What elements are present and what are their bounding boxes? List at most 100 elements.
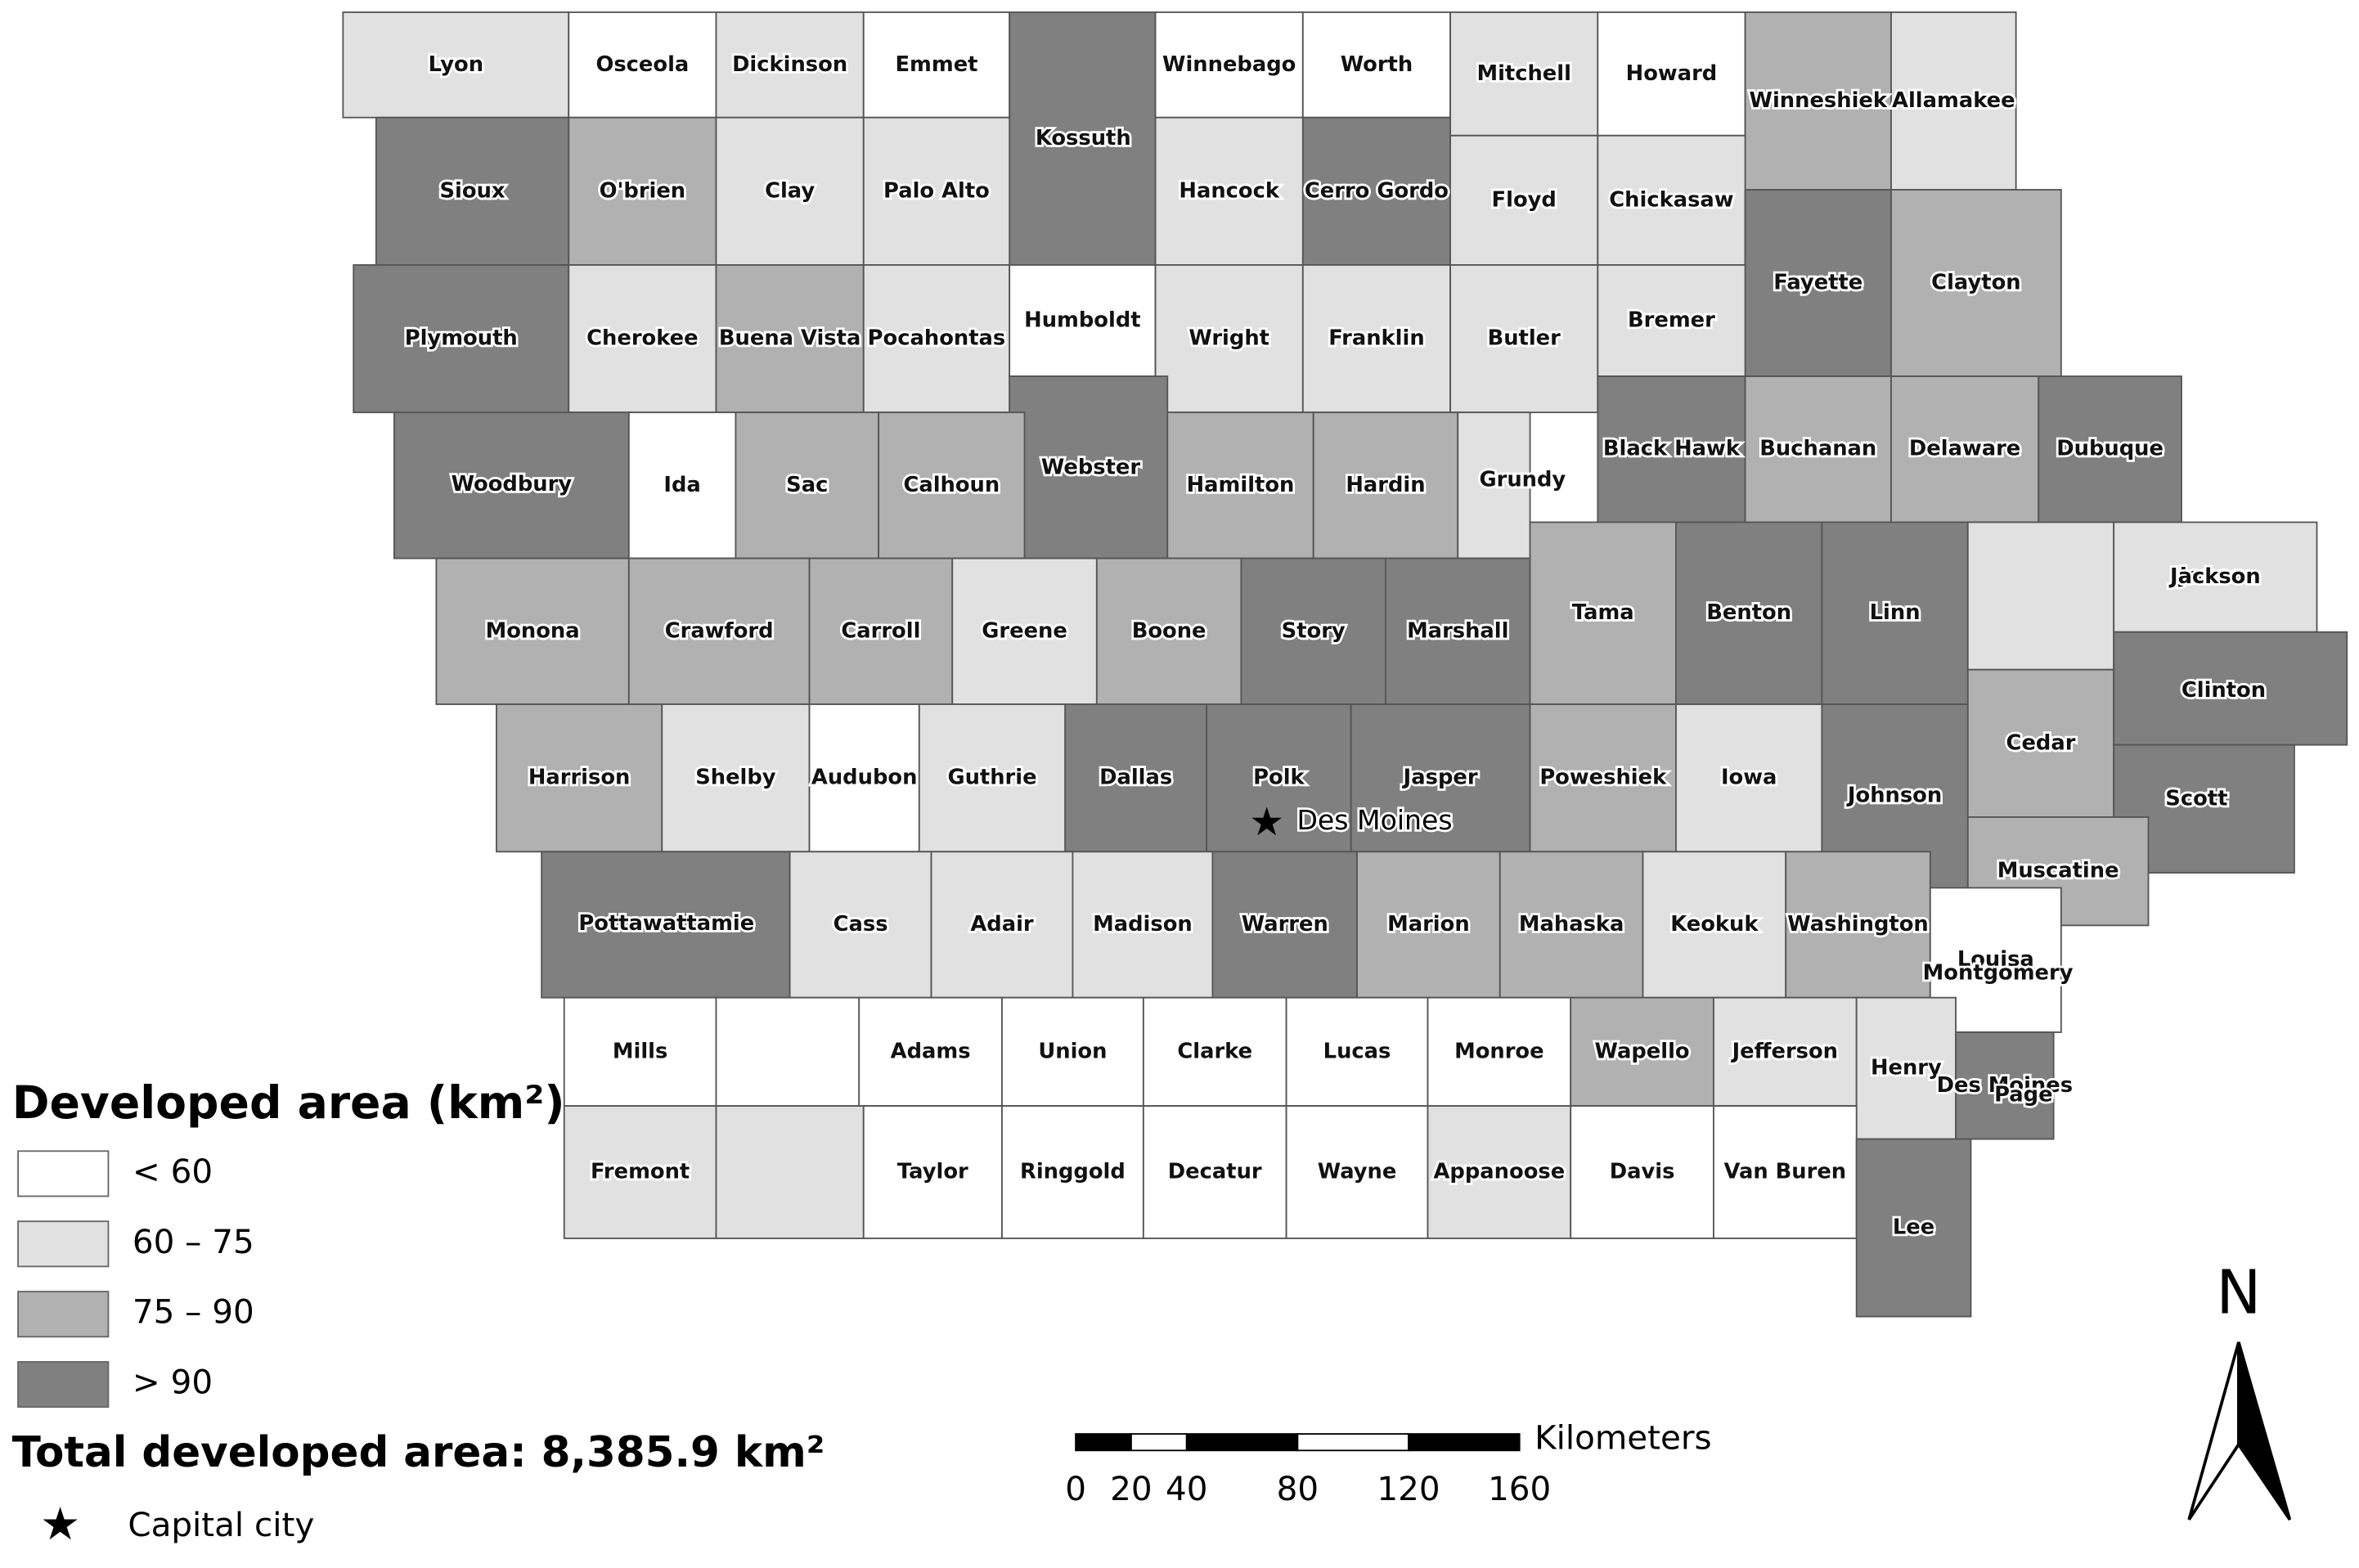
county-label: Osceola (595, 52, 689, 77)
county-shape (1529, 521, 1677, 705)
county-label: Mahaska (1519, 912, 1624, 937)
county-shape (1095, 557, 1242, 705)
county-shape (1285, 996, 1429, 1107)
county-label: Cerro Gordo (1305, 178, 1449, 203)
county-label: Winneshiek (1750, 88, 1888, 113)
county-label: Calhoun (903, 473, 1000, 497)
county-shape (1427, 1105, 1572, 1239)
county-label: Greene (982, 618, 1067, 643)
county-shape (1597, 134, 1746, 266)
scale-segment (1130, 1433, 1188, 1452)
county-shape (1206, 703, 1352, 853)
county-label: Shelby (695, 766, 776, 790)
county-label: Howard (1626, 61, 1718, 86)
county-label: Jasper (1402, 766, 1478, 790)
county-label: Jefferson (1731, 1039, 1838, 1063)
capital-label: Des Moines (1296, 804, 1452, 836)
county-label: Van Buren (1723, 1160, 1846, 1184)
county-shape (1285, 1105, 1429, 1239)
county-label: Worth (1341, 52, 1413, 77)
county-shape (715, 116, 865, 266)
scale-segment (1296, 1433, 1409, 1452)
county-shape (715, 1105, 865, 1239)
county-shape (1009, 375, 1169, 559)
county-label: Benton (1706, 600, 1791, 625)
county-label: Adair (970, 912, 1034, 937)
county-shape (1240, 557, 1386, 705)
county-label: Marion (1387, 912, 1470, 937)
county-shape (1154, 116, 1304, 266)
county-shape (2113, 631, 2348, 746)
county-shape (1529, 703, 1677, 853)
county-label: Davis (1610, 1160, 1675, 1184)
county-shape (1570, 996, 1714, 1107)
county-label: Des Moines (1937, 1073, 2073, 1098)
total-text: Total developed area: 8,385.9 km² (12, 1428, 825, 1477)
county-shape (1785, 851, 1931, 999)
county-shape (435, 557, 630, 705)
county-shape (1211, 851, 1358, 999)
county-label: Sac (786, 473, 828, 497)
county-shape (1301, 116, 1451, 266)
county-shape (1356, 851, 1501, 999)
county-label: Keokuk (1670, 912, 1759, 937)
county-shape (568, 264, 717, 414)
north-label: N (2216, 1259, 2261, 1328)
north-arrow-left (2187, 1341, 2240, 1521)
county-label: Clayton (1931, 271, 2020, 295)
county-label: Ida (663, 473, 700, 497)
scale-tick-label: 40 (1166, 1469, 1207, 1508)
county-label: Emmet (895, 52, 977, 77)
scale-segment (1075, 1433, 1132, 1452)
county-label: Poweshiek (1539, 766, 1667, 790)
legend-swatch (17, 1150, 110, 1197)
county-label: Guthrie (947, 766, 1036, 790)
capital-star: ★ (1249, 800, 1284, 845)
county-shape (1713, 1105, 1858, 1239)
county-label: Humboldt (1024, 308, 1140, 333)
county-label: Floyd (1492, 187, 1557, 212)
county-label: Linn (1870, 600, 1921, 625)
county-label: Decatur (1168, 1160, 1262, 1184)
county-label: Jackson (2168, 564, 2261, 589)
county-label: Boone (1132, 618, 1206, 643)
capital-legend-label: Capital city (128, 1505, 314, 1544)
county-label: Woodbury (452, 472, 573, 496)
county-label: Marshall (1407, 618, 1508, 643)
county-label: Iowa (1721, 766, 1777, 790)
county-label: Chickasaw (1609, 187, 1733, 212)
county-label: Sioux (440, 178, 506, 203)
county-label: Monroe (1454, 1039, 1544, 1063)
county-label: Polk (1253, 766, 1305, 790)
county-label: Franklin (1328, 326, 1424, 351)
county-shape (1713, 996, 1858, 1107)
county-shape (1142, 996, 1287, 1107)
county-label: Dubuque (2056, 437, 2164, 461)
county-label: Black Hawk (1603, 437, 1741, 461)
county-shape (918, 703, 1067, 853)
scale-tick-label: 0 (1065, 1469, 1086, 1508)
county-label: Madison (1093, 912, 1193, 937)
county-label: Webster (1041, 456, 1140, 480)
legend-title: Developed area (km²) (12, 1077, 565, 1130)
county-layer (342, 11, 2348, 1318)
county-shape (541, 851, 791, 999)
north-arrow: N (2187, 1259, 2292, 1521)
legend-label: < 60 (133, 1152, 213, 1191)
county-shape (496, 703, 663, 853)
county-shape (1427, 996, 1572, 1107)
county-label: Bremer (1628, 308, 1715, 333)
legend-label: 75 – 90 (133, 1292, 254, 1332)
county-label: Lee (1893, 1215, 1934, 1240)
county-label: Hardin (1346, 473, 1425, 497)
county-label: Butler (1488, 326, 1561, 351)
county-shape (735, 411, 880, 559)
county-label: Grundy (1479, 467, 1566, 492)
county-shape (1154, 11, 1304, 119)
north-arrow-right (2237, 1341, 2292, 1521)
county-label: Winnebago (1162, 52, 1296, 77)
scale-tick-label: 160 (1488, 1469, 1551, 1508)
legend-swatch (17, 1220, 110, 1268)
county-label: Carroll (841, 618, 920, 643)
county-label: Clay (765, 178, 815, 203)
